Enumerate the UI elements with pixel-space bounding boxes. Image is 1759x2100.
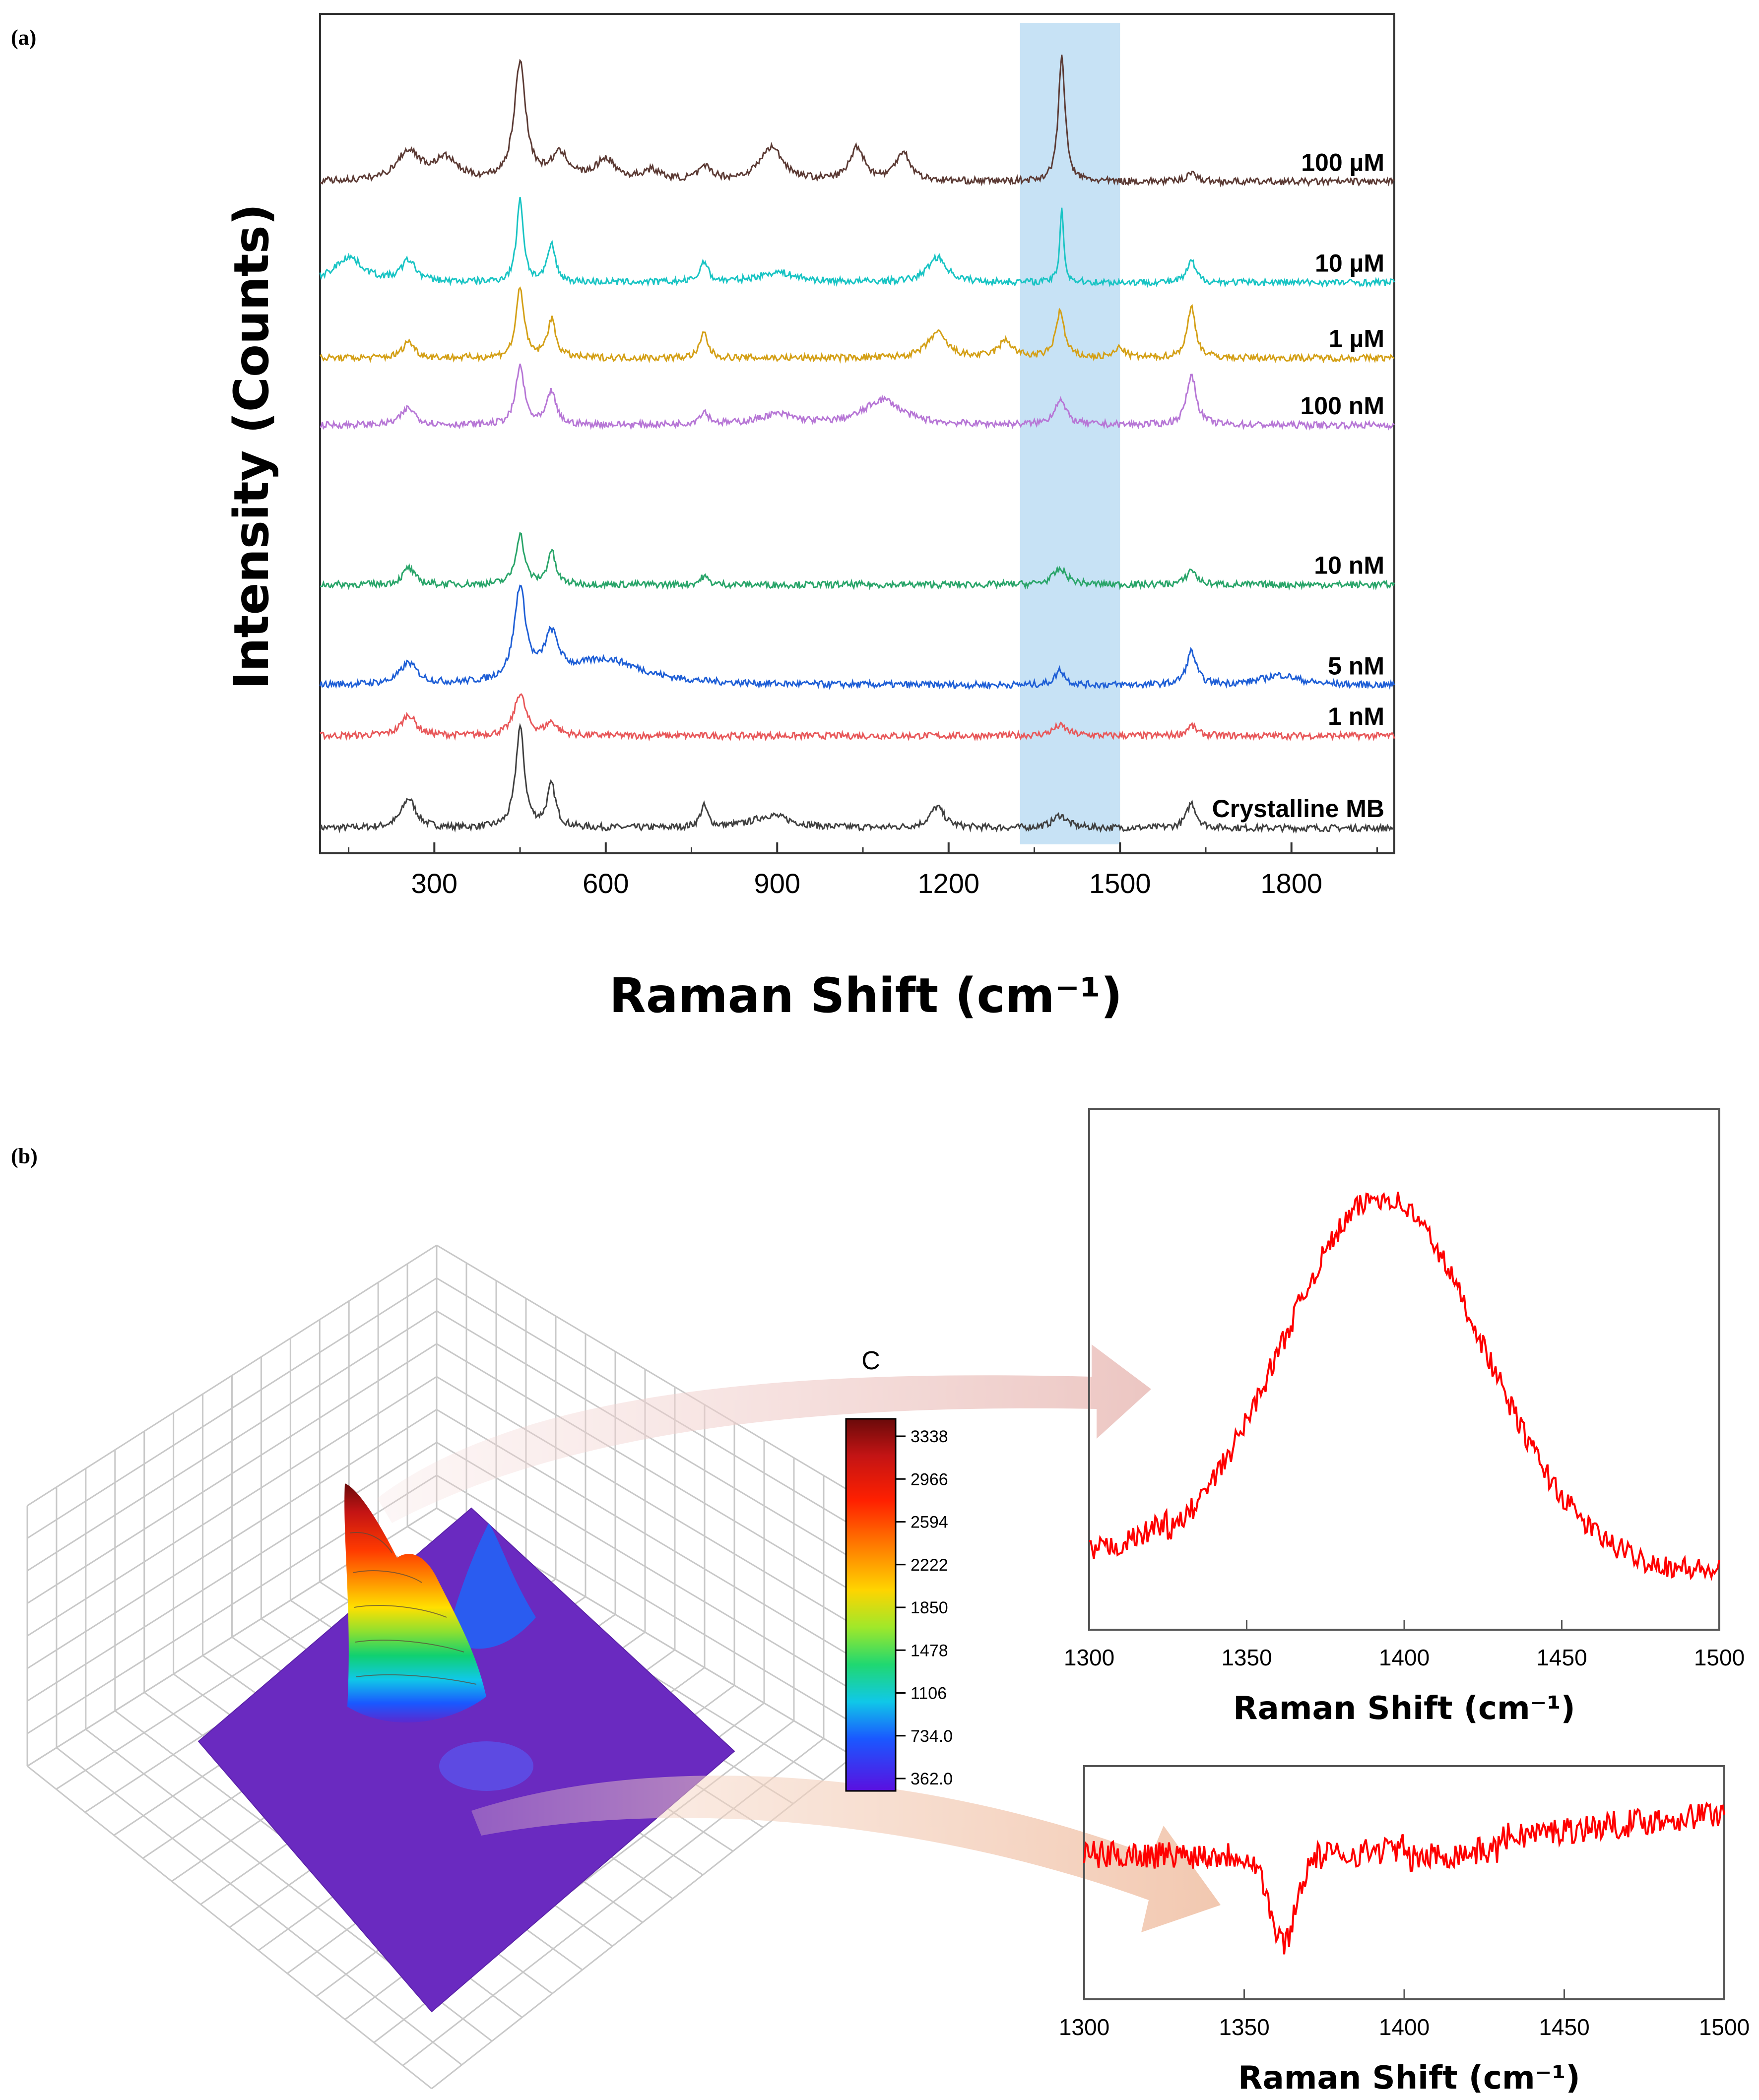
grid-line	[436, 1343, 854, 1593]
series-labels: Crystalline MB 1 nM 5 nM 10 nM 100 nM 1 µM 10 …	[1212, 148, 1384, 823]
bottom-inset-trace	[1083, 1801, 1725, 1955]
colorbar-ramp	[845, 1418, 897, 1792]
x-tick-label-4: 1500	[1089, 868, 1151, 899]
series-label-7: 100 µM	[1301, 148, 1384, 176]
series-label-3: 10 nM	[1314, 552, 1384, 579]
series-line-6	[319, 196, 1395, 288]
inset-tick-label-0: 1300	[1064, 1645, 1114, 1670]
series-group	[319, 55, 1395, 834]
top-inset-x-ticks: 1300 1350 1400 1450 1500	[1064, 1620, 1745, 1670]
colorbar-label-1: 2966	[911, 1470, 948, 1489]
x-tick-label-5: 1800	[1260, 868, 1322, 899]
x-tick-label-2: 900	[754, 868, 800, 899]
grid-line	[27, 1343, 437, 1604]
grid-line	[27, 1376, 437, 1637]
colorbar-label-3: 2222	[911, 1556, 948, 1575]
panel-a-label: (a)	[11, 25, 36, 50]
inset-tick-label-0: 1300	[1059, 2014, 1109, 2040]
series-label-6: 10 µM	[1315, 249, 1384, 277]
grid-line	[27, 1244, 437, 1507]
highlight-band	[1020, 23, 1120, 844]
surface-small-bump	[439, 1741, 533, 1791]
colorbar-label-4: 1850	[911, 1598, 948, 1617]
series-label-4: 100 nM	[1300, 392, 1384, 420]
grid-line	[436, 1442, 854, 1691]
series-label-1: 1 nM	[1328, 702, 1384, 730]
series-line-3	[320, 532, 1395, 591]
grid-line	[27, 1408, 437, 1669]
y-axis-title: Intensity (Counts)	[224, 203, 279, 689]
grid-line	[27, 1442, 437, 1702]
surface-3d-plot	[26, 1244, 854, 2090]
top-inset-x-axis-title: Raman Shift (cm⁻¹)	[1233, 1690, 1575, 1727]
colorbar-label-2: 2594	[911, 1513, 948, 1532]
inset-tick-label-2: 1400	[1379, 2014, 1430, 2040]
top-inset-chart: 1300 1350 1400 1450 1500	[1064, 1108, 1745, 1670]
colorbar-label-7: 734.0	[911, 1727, 953, 1746]
surface-contours	[349, 1532, 477, 1685]
arrow-to-top-inset	[377, 1344, 1151, 1523]
series-line-4	[320, 363, 1395, 431]
x-tick-label-3: 1200	[917, 868, 979, 899]
bottom-inset-chart: 1300 1350 1400 1450 1500	[1059, 1765, 1750, 2040]
inset-tick-label-4: 1500	[1699, 2014, 1750, 2040]
surface-main-peak	[344, 1483, 486, 1723]
series-line-0	[319, 723, 1395, 834]
colorbar-labels: 3338 2966 2594 2222 1850 1478 1106 734.0 362.0	[896, 1427, 953, 1788]
x-axis-title: Raman Shift (cm⁻¹)	[609, 968, 1122, 1023]
series-line-5	[319, 286, 1395, 364]
grid-line	[436, 1474, 854, 1724]
colorbar: C 3338 2966 2594 2222 1850 1478 1106 734.0 362.0	[845, 1346, 953, 1792]
inset-tick-label-1: 1350	[1219, 2014, 1269, 2040]
grid-line	[436, 1376, 854, 1626]
panel-b-label: (b)	[11, 1144, 38, 1168]
inset-tick-label-4: 1500	[1694, 1645, 1745, 1670]
series-line-1	[320, 693, 1395, 742]
inset-tick-label-1: 1350	[1221, 1645, 1272, 1670]
colorbar-label-8: 362.0	[911, 1770, 953, 1788]
plot-frame	[319, 13, 1395, 854]
x-ticks: 300 600 900 1200 1500 1800	[348, 842, 1378, 899]
colorbar-label-5: 1478	[911, 1641, 948, 1660]
inset-tick-label-3: 1450	[1539, 2014, 1589, 2040]
colorbar-label-6: 1106	[911, 1684, 947, 1703]
colorbar-label-0: 3338	[911, 1427, 948, 1446]
grid-line	[27, 1310, 437, 1572]
panel-a-chart: 300 600 900 1200 1500 1800 Crystalline MB 1 nM…	[319, 13, 1395, 899]
x-tick-label-1: 600	[583, 868, 629, 899]
top-inset-frame	[1088, 1108, 1720, 1631]
series-line-7	[320, 55, 1395, 188]
bottom-inset-x-ticks: 1300 1350 1400 1450 1500	[1059, 1989, 1750, 2040]
top-inset-trace	[1089, 1192, 1720, 1581]
series-label-0: Crystalline MB	[1212, 795, 1384, 823]
inset-tick-label-2: 1400	[1379, 1645, 1430, 1670]
series-label-2: 5 nM	[1328, 652, 1384, 680]
bottom-inset-x-axis-title: Raman Shift (cm⁻¹)	[1238, 2060, 1580, 2097]
series-line-2	[319, 584, 1395, 691]
arrow-to-bottom-inset	[471, 1776, 1221, 1932]
inset-tick-label-3: 1450	[1536, 1645, 1587, 1670]
grid-line	[27, 1277, 437, 1539]
grid-line	[436, 1244, 854, 1494]
surface-ridge-blue	[447, 1523, 536, 1649]
colorbar-title: C	[861, 1346, 880, 1375]
x-tick-label-0: 300	[411, 868, 457, 899]
series-label-5: 1 µM	[1329, 325, 1384, 353]
